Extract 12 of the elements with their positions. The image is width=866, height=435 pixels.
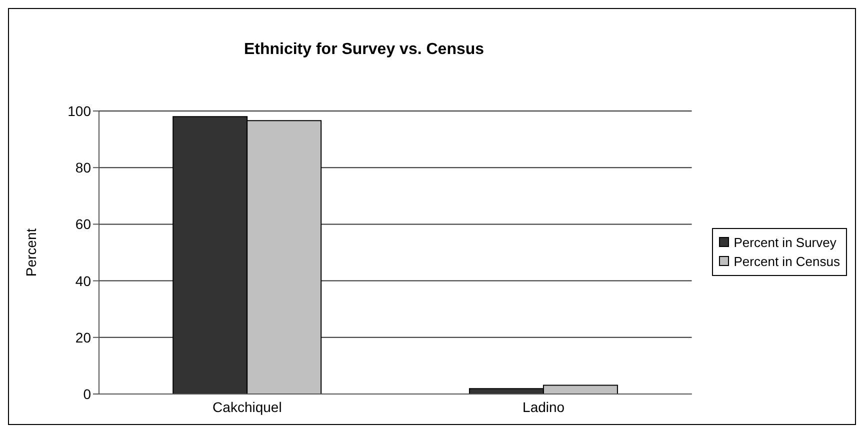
y-axis-title: Percent	[22, 228, 39, 277]
y-tick-label: 80	[75, 160, 92, 176]
y-tick-label: 100	[68, 102, 92, 119]
y-tick-label: 60	[75, 216, 92, 232]
y-tick-label: 40	[75, 272, 92, 289]
legend-label: Percent in Census	[732, 252, 840, 270]
y-tick-label: 20	[75, 329, 92, 346]
x-tick-label: Ladino	[522, 398, 565, 415]
x-tick-label: Cakchiquel	[212, 398, 282, 415]
chart-title: Ethnicity for Survey vs. Census	[242, 41, 486, 59]
legend-label: Percent in Survey	[732, 234, 838, 252]
y-tick-label: 0	[83, 386, 92, 402]
